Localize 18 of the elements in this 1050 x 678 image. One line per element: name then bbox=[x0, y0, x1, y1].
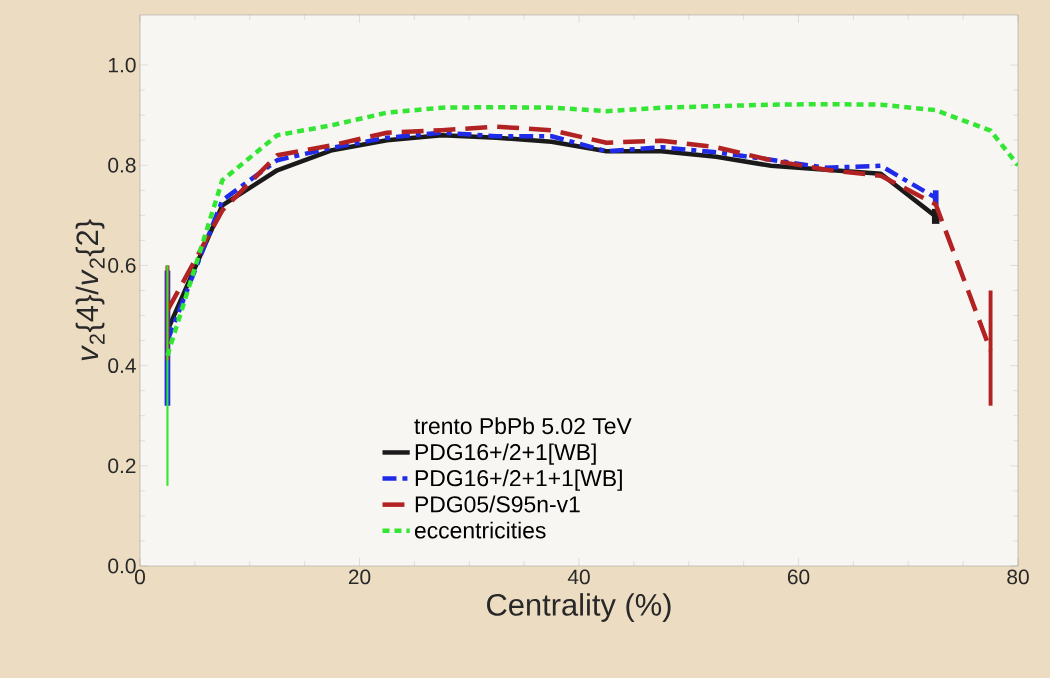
legend-label: PDG16+/2+1+1[WB] bbox=[415, 469, 622, 491]
x-tick-label: 0 bbox=[135, 569, 145, 585]
legend-label: PDG05/S95n-v1 bbox=[415, 495, 580, 513]
x-tick-label: 80 bbox=[1007, 569, 1029, 585]
legend-label: eccentricities bbox=[414, 521, 546, 539]
y-tick-label: 0.6 bbox=[108, 258, 136, 273]
x-tick-label: 40 bbox=[567, 569, 590, 585]
legend-label: PDG16+/2+1[WB] bbox=[415, 443, 596, 465]
y-tick-label: 1.0 bbox=[109, 57, 136, 73]
y-tick-label: 0.2 bbox=[108, 458, 136, 474]
y-tick-label: 0.8 bbox=[108, 157, 136, 173]
y-tick-label: 0.0 bbox=[108, 558, 136, 574]
x-tick-label: 60 bbox=[787, 569, 810, 585]
legend-title: trento PbPb 5.02 TeV bbox=[414, 417, 632, 435]
y-axis-title: v$_{2}${4}/v$_{2}${2} bbox=[75, 219, 105, 361]
x-axis-title: Centrality (%) bbox=[487, 593, 671, 622]
x-tick-label: 20 bbox=[348, 569, 371, 585]
y-tick-label: 0.4 bbox=[108, 358, 136, 374]
